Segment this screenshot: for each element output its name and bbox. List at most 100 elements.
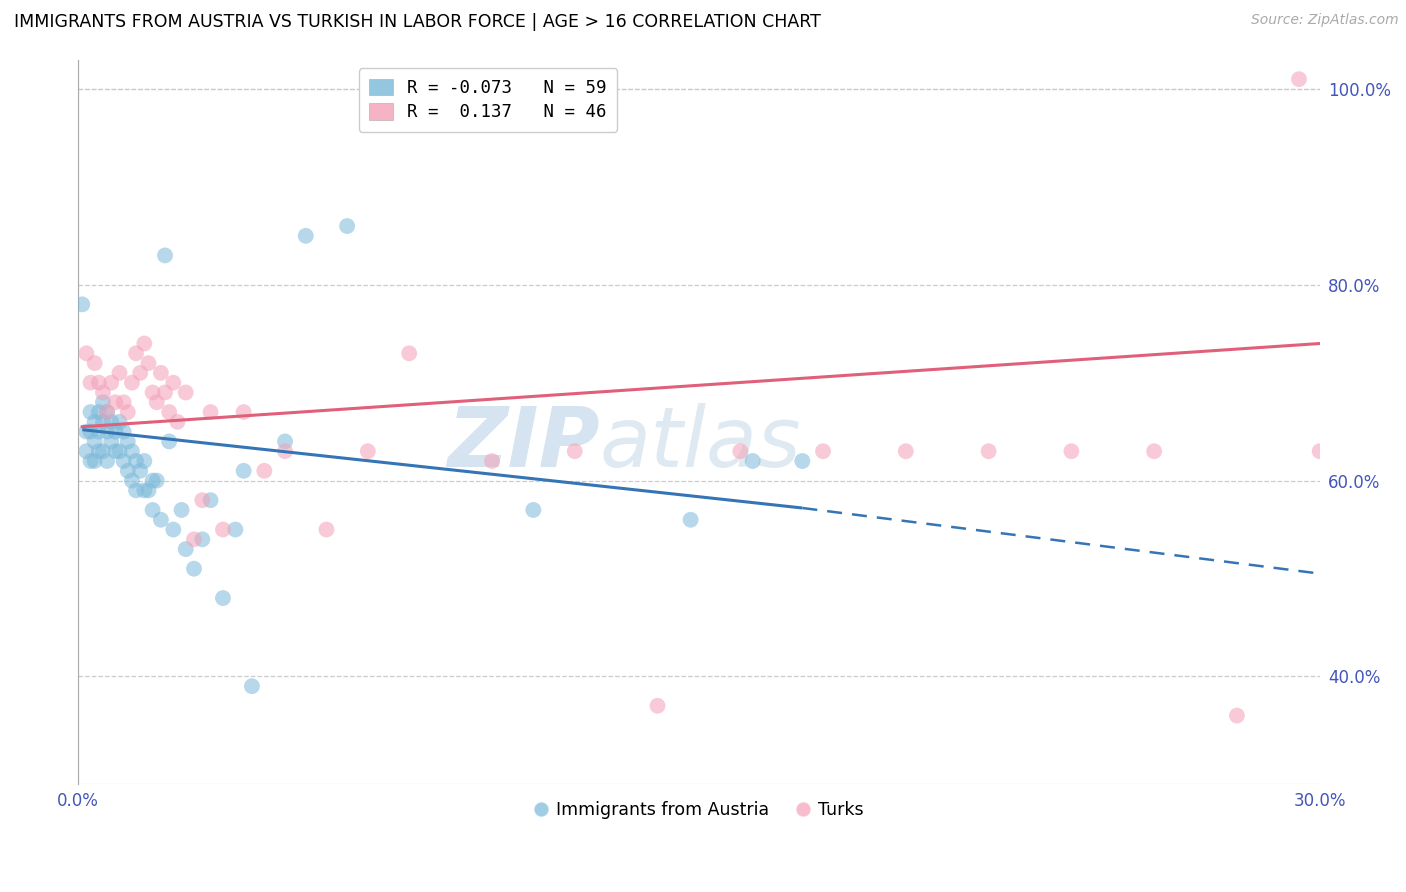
- Point: [174, 385, 197, 400]
- Point: [117, 464, 139, 478]
- Point: [142, 385, 165, 400]
- Point: [83, 434, 105, 449]
- Point: [357, 444, 380, 458]
- Point: [121, 474, 143, 488]
- Point: [72, 297, 94, 311]
- Point: [91, 415, 114, 429]
- Legend: Immigrants from Austria, Turks: Immigrants from Austria, Turks: [527, 794, 870, 826]
- Point: [153, 248, 176, 262]
- Point: [142, 503, 165, 517]
- Point: [1309, 444, 1331, 458]
- Point: [104, 395, 127, 409]
- Point: [104, 425, 127, 439]
- Point: [79, 405, 101, 419]
- Point: [79, 376, 101, 390]
- Point: [253, 464, 276, 478]
- Point: [87, 405, 110, 419]
- Point: [191, 493, 214, 508]
- Point: [117, 434, 139, 449]
- Point: [134, 336, 156, 351]
- Point: [162, 523, 184, 537]
- Point: [91, 385, 114, 400]
- Point: [522, 503, 544, 517]
- Point: [183, 533, 205, 547]
- Point: [174, 542, 197, 557]
- Text: Source: ZipAtlas.com: Source: ZipAtlas.com: [1251, 13, 1399, 28]
- Point: [1226, 708, 1249, 723]
- Point: [100, 434, 122, 449]
- Point: [894, 444, 917, 458]
- Point: [200, 493, 222, 508]
- Point: [75, 425, 97, 439]
- Point: [212, 523, 235, 537]
- Point: [129, 366, 152, 380]
- Point: [83, 356, 105, 370]
- Point: [108, 444, 131, 458]
- Point: [157, 434, 180, 449]
- Point: [79, 454, 101, 468]
- Point: [274, 444, 297, 458]
- Point: [121, 444, 143, 458]
- Point: [100, 415, 122, 429]
- Text: IMMIGRANTS FROM AUSTRIA VS TURKISH IN LABOR FORCE | AGE > 16 CORRELATION CHART: IMMIGRANTS FROM AUSTRIA VS TURKISH IN LA…: [14, 13, 821, 31]
- Point: [145, 474, 167, 488]
- Point: [83, 454, 105, 468]
- Point: [564, 444, 586, 458]
- Point: [977, 444, 1000, 458]
- Point: [240, 679, 263, 693]
- Point: [96, 454, 118, 468]
- Point: [294, 228, 316, 243]
- Point: [679, 513, 702, 527]
- Point: [96, 405, 118, 419]
- Point: [398, 346, 420, 360]
- Point: [138, 483, 160, 498]
- Point: [112, 395, 135, 409]
- Point: [138, 356, 160, 370]
- Point: [96, 425, 118, 439]
- Point: [87, 376, 110, 390]
- Point: [647, 698, 669, 713]
- Point: [811, 444, 834, 458]
- Point: [83, 415, 105, 429]
- Point: [157, 405, 180, 419]
- Point: [741, 454, 763, 468]
- Point: [153, 385, 176, 400]
- Point: [166, 415, 188, 429]
- Text: atlas: atlas: [599, 403, 801, 484]
- Point: [232, 405, 254, 419]
- Point: [117, 405, 139, 419]
- Point: [129, 464, 152, 478]
- Point: [274, 434, 297, 449]
- Point: [75, 444, 97, 458]
- Point: [125, 346, 148, 360]
- Point: [792, 454, 814, 468]
- Point: [142, 474, 165, 488]
- Point: [121, 376, 143, 390]
- Point: [1143, 444, 1166, 458]
- Point: [112, 454, 135, 468]
- Text: ZIP: ZIP: [447, 403, 599, 484]
- Point: [183, 562, 205, 576]
- Point: [108, 415, 131, 429]
- Point: [112, 425, 135, 439]
- Point: [108, 366, 131, 380]
- Point: [87, 444, 110, 458]
- Point: [125, 454, 148, 468]
- Point: [149, 366, 172, 380]
- Point: [145, 395, 167, 409]
- Point: [91, 395, 114, 409]
- Point: [100, 376, 122, 390]
- Point: [104, 444, 127, 458]
- Point: [191, 533, 214, 547]
- Point: [75, 346, 97, 360]
- Point: [315, 523, 337, 537]
- Point: [79, 425, 101, 439]
- Point: [96, 405, 118, 419]
- Point: [232, 464, 254, 478]
- Point: [1060, 444, 1083, 458]
- Point: [125, 483, 148, 498]
- Point: [224, 523, 246, 537]
- Point: [162, 376, 184, 390]
- Point: [134, 483, 156, 498]
- Point: [170, 503, 193, 517]
